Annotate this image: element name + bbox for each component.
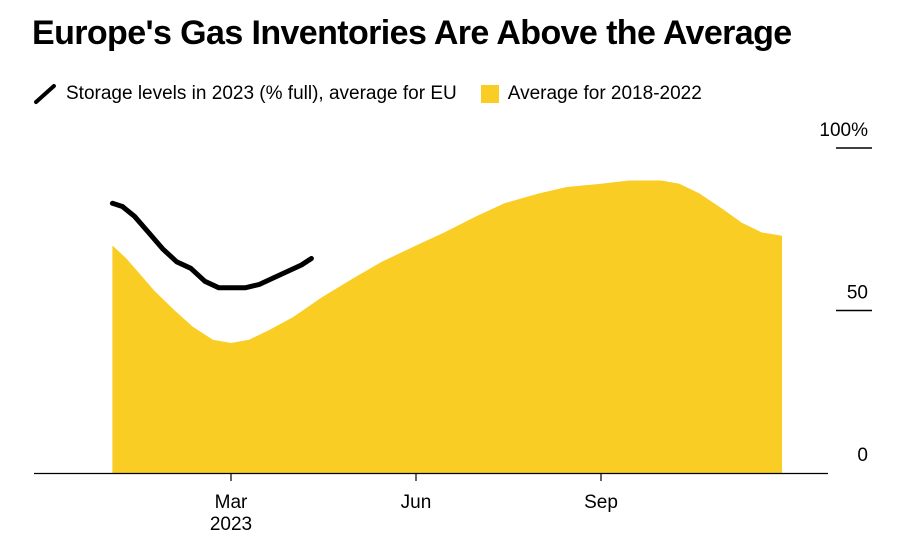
y-tick-label-0: 0	[857, 445, 868, 466]
legend-label-storage-2023: Storage levels in 2023 (% full), average…	[66, 83, 457, 104]
legend-label-average-2018-2022: Average for 2018-2022	[507, 83, 702, 104]
x-tick-label-mar: Mar	[215, 492, 248, 513]
chart-title: Europe's Gas Inventories Are Above the A…	[32, 14, 792, 52]
area-series-average-2018-2022	[112, 180, 782, 473]
y-tick-label-50: 50	[847, 283, 868, 304]
y-tick-label-100: 100%	[819, 120, 868, 141]
x-tick-sublabel-year: 2023	[210, 514, 252, 535]
chart-legend: Storage levels in 2023 (% full), average…	[34, 80, 702, 108]
line-series-storage-2023	[109, 200, 314, 291]
x-tick-label-sep: Sep	[584, 492, 618, 513]
legend-area-swatch-icon	[480, 85, 499, 103]
x-tick-label-jun: Jun	[401, 492, 432, 513]
